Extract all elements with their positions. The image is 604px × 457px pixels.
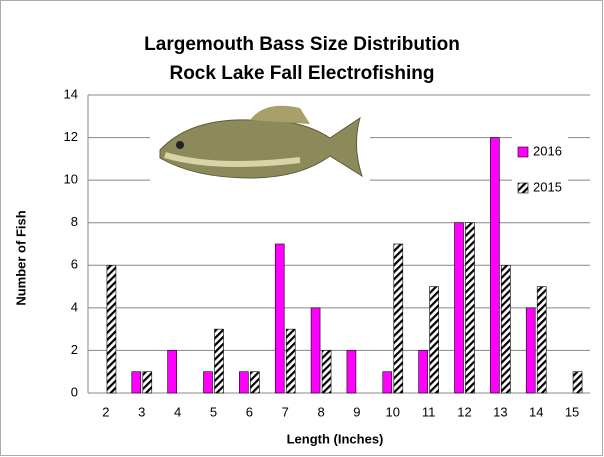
chart: Largemouth Bass Size Distribution Rock L… xyxy=(0,0,604,457)
bar xyxy=(107,265,116,393)
x-tick-label: 4 xyxy=(174,404,181,419)
bar xyxy=(250,372,259,393)
x-tick-label: 6 xyxy=(246,404,253,419)
y-tick-label: 6 xyxy=(71,257,78,272)
bar xyxy=(419,350,428,393)
x-tick-label: 13 xyxy=(493,404,507,419)
bar xyxy=(286,329,295,393)
bar xyxy=(347,350,356,393)
y-tick-label: 8 xyxy=(71,214,78,229)
bar xyxy=(501,265,510,393)
bar xyxy=(204,372,213,393)
legend-label: 2015 xyxy=(533,179,562,194)
y-tick-label: 4 xyxy=(71,299,78,314)
bar xyxy=(168,350,177,393)
bar xyxy=(383,372,392,393)
x-tick-label: 10 xyxy=(386,404,400,419)
legend-label: 2016 xyxy=(533,143,562,158)
x-tick-label: 3 xyxy=(138,404,145,419)
y-tick-label: 12 xyxy=(64,129,78,144)
y-tick-label: 14 xyxy=(64,86,78,101)
bar xyxy=(143,372,152,393)
fish-image xyxy=(150,96,370,198)
x-tick-label: 15 xyxy=(565,404,579,419)
x-tick-label: 9 xyxy=(353,404,360,419)
bar xyxy=(490,138,499,393)
bar xyxy=(322,350,331,393)
bar xyxy=(215,329,224,393)
bar xyxy=(466,223,475,393)
x-tick-label: 11 xyxy=(422,404,436,419)
bar xyxy=(394,244,403,393)
x-axis-title: Length (Inches) xyxy=(287,431,384,446)
chart-title: Largemouth Bass Size Distribution xyxy=(144,34,460,55)
chart-subtitle: Rock Lake Fall Electrofishing xyxy=(169,63,434,84)
x-tick-label: 7 xyxy=(282,404,289,419)
bar xyxy=(537,287,546,393)
bar xyxy=(275,244,284,393)
x-tick-label: 2 xyxy=(102,404,109,419)
legend-box xyxy=(512,128,568,210)
bar xyxy=(430,287,439,393)
legend-swatch xyxy=(518,147,528,157)
x-tick-label: 8 xyxy=(317,404,324,419)
y-tick-label: 2 xyxy=(71,342,78,357)
x-tick-label: 14 xyxy=(529,404,543,419)
bar xyxy=(526,308,535,393)
bar xyxy=(455,223,464,393)
x-tick-label: 12 xyxy=(457,404,471,419)
bar xyxy=(311,308,320,393)
y-tick-label: 0 xyxy=(71,384,78,399)
y-axis-title: Number of Fish xyxy=(13,210,28,305)
legend: 2016 2015 xyxy=(512,128,568,210)
y-tick-label: 10 xyxy=(64,172,78,187)
bar xyxy=(573,372,582,393)
bar xyxy=(239,372,248,393)
legend-swatch xyxy=(518,183,528,193)
page: Largemouth Bass Size Distribution Rock L… xyxy=(0,0,604,457)
bar xyxy=(132,372,141,393)
x-tick-label: 5 xyxy=(210,404,217,419)
